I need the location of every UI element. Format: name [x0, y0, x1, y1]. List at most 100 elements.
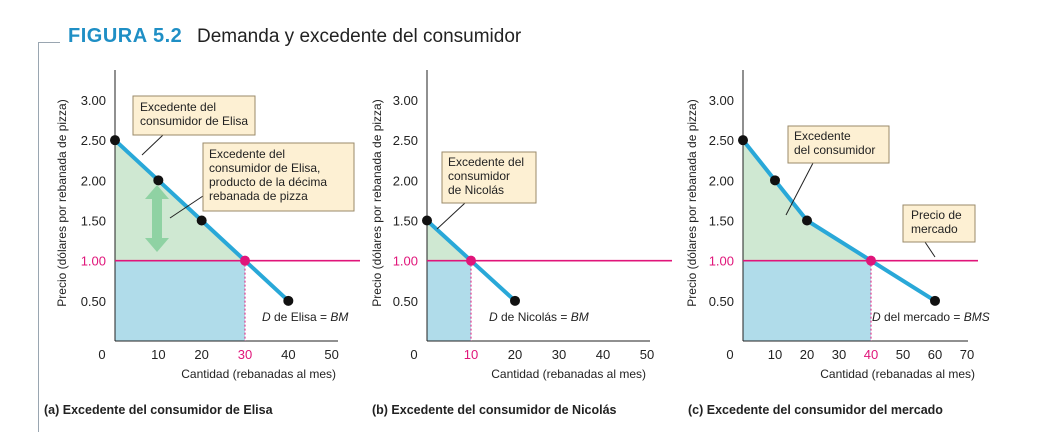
y-tick-label: 3.00	[81, 93, 106, 108]
x-tick-label: 40	[596, 347, 610, 362]
y-tick-label: 2.50	[81, 133, 106, 148]
x-tick-label: 70	[960, 347, 974, 362]
demand-label-text: de Elisa =	[271, 310, 331, 324]
demand-label-d: D	[489, 310, 498, 324]
y-tick-label: 3.00	[709, 93, 734, 108]
y-axis-label: Precio (dólares por rebanada de pizza)	[685, 99, 699, 306]
figure-title: Demanda y excedente del consumidor	[197, 26, 522, 47]
annotation-text: del consumidor	[794, 143, 875, 157]
x-tick-label: 0	[98, 347, 105, 362]
annotation-text: Excedente	[794, 129, 851, 143]
x-tick-label: 40	[281, 347, 295, 362]
demand-label-tail: BMS	[964, 310, 990, 324]
annotation-box	[202, 142, 355, 212]
figure-label: FIGURA 5.2	[68, 25, 183, 47]
demand-point	[930, 295, 940, 306]
demand-label: D de Nicolás = BM	[489, 310, 589, 324]
annotation-text: consumidor de Elisa	[140, 114, 248, 128]
consumer-surplus-area	[743, 140, 871, 261]
x-tick-label: 60	[928, 347, 942, 362]
chart-panel-2: 0.50 1.00 1.50 2.00 2.50 3.00 0 10 20 30 40 50 Canti…	[370, 70, 672, 417]
x-axis-label: Cantidad (rebanadas al mes)	[181, 367, 336, 381]
demand-label-tail: BM	[330, 310, 348, 324]
demand-label: D del mercado = BMS	[872, 310, 990, 324]
annotation-text: de Nicolás	[448, 183, 504, 197]
y-axis-label: Precio (dólares por rebanada de pizza)	[55, 99, 69, 306]
equilibrium-point	[466, 255, 476, 266]
x-tick-label: 0	[726, 347, 733, 362]
y-tick-label: 1.50	[709, 214, 734, 229]
x-axis-label: Cantidad (rebanadas al mes)	[491, 367, 646, 381]
demand-label-d: D	[262, 310, 271, 324]
y-tick-label: 1.50	[81, 214, 106, 229]
x-tick-label: 50	[324, 347, 338, 362]
annotation-text: consumidor de Elisa,	[209, 161, 320, 175]
y-tick-label: 2.50	[393, 133, 418, 148]
x-tick-label: 10	[464, 347, 478, 362]
x-axis-label: Cantidad (rebanadas al mes)	[820, 367, 975, 381]
demand-label-text: de Nicolás =	[498, 310, 571, 324]
y-tick-label: 1.00	[81, 254, 106, 269]
x-tick-label: 20	[800, 347, 814, 362]
x-tick-label: 30	[238, 347, 252, 362]
y-tick-label: 1.00	[709, 254, 734, 269]
y-tick-label: 2.50	[709, 133, 734, 148]
equilibrium-point	[866, 255, 876, 266]
surplus-arrow-head-up	[145, 185, 169, 199]
x-tick-label: 50	[640, 347, 654, 362]
surplus-arrow-shaft	[152, 197, 162, 240]
annotation-text: Excedente del	[448, 155, 524, 169]
demand-label: D de Elisa = BM	[262, 310, 348, 324]
annotation-box	[787, 125, 890, 164]
y-tick-label: 1.50	[393, 214, 418, 229]
y-tick-label: 0.50	[393, 294, 418, 309]
annotation-leader-line	[436, 202, 466, 230]
frame-top-rule	[38, 42, 60, 43]
annotation-text: producto de la décima	[209, 175, 327, 189]
demand-point	[510, 295, 520, 306]
x-tick-label: 10	[151, 347, 165, 362]
x-tick-label: 0	[410, 347, 417, 362]
y-axis-label: Precio (dólares por rebanada de pizza)	[370, 99, 384, 306]
equilibrium-point	[240, 255, 250, 266]
x-tick-label: 20	[508, 347, 522, 362]
demand-label-d: D	[872, 310, 881, 324]
annotation-text: Excedente del	[209, 147, 285, 161]
annotation-leader-line	[141, 134, 164, 156]
annotation-box	[441, 151, 537, 204]
demand-label-tail: BM	[571, 310, 589, 324]
surplus-arrow-head-down	[145, 238, 169, 252]
expenditure-area	[427, 260, 471, 341]
y-tick-label: 3.00	[393, 93, 418, 108]
annotation-text: Excedente del	[140, 100, 216, 114]
annotation-text: rebanada de pizza	[209, 189, 308, 203]
demand-point	[110, 135, 120, 146]
demand-label-text: del mercado =	[881, 310, 964, 324]
y-tick-label: 2.00	[81, 173, 106, 188]
x-tick-label: 10	[768, 347, 782, 362]
annotation-leader-line	[924, 241, 936, 258]
annotation-text: mercado	[911, 222, 958, 236]
x-tick-label: 40	[864, 347, 878, 362]
chart-panel-3: 0.50 1.00 1.50 2.00 2.50 3.00 0 10 20 30 40 50 60 70 C…	[685, 70, 990, 417]
x-tick-label: 20	[194, 347, 208, 362]
demand-point	[283, 295, 294, 306]
y-tick-label: 0.50	[709, 294, 734, 309]
annotation-text: consumidor	[448, 169, 510, 183]
y-tick-label: 0.50	[81, 294, 106, 309]
x-tick-label: 50	[896, 347, 910, 362]
expenditure-area	[115, 260, 245, 341]
panel-caption: (c) Excedente del consumidor del mercado	[688, 403, 943, 417]
demand-point	[770, 175, 780, 186]
demand-point	[196, 215, 207, 226]
annotation-leader-line	[785, 162, 814, 216]
demand-point	[802, 215, 812, 226]
annotation-text: Precio de	[911, 208, 962, 222]
y-tick-label: 2.00	[709, 173, 734, 188]
panel-caption: (a) Excedente del consumidor de Elisa	[44, 403, 274, 417]
frame-left-rule	[38, 42, 39, 432]
demand-point	[422, 215, 432, 226]
demand-point	[153, 175, 164, 186]
x-tick-label: 30	[832, 347, 846, 362]
